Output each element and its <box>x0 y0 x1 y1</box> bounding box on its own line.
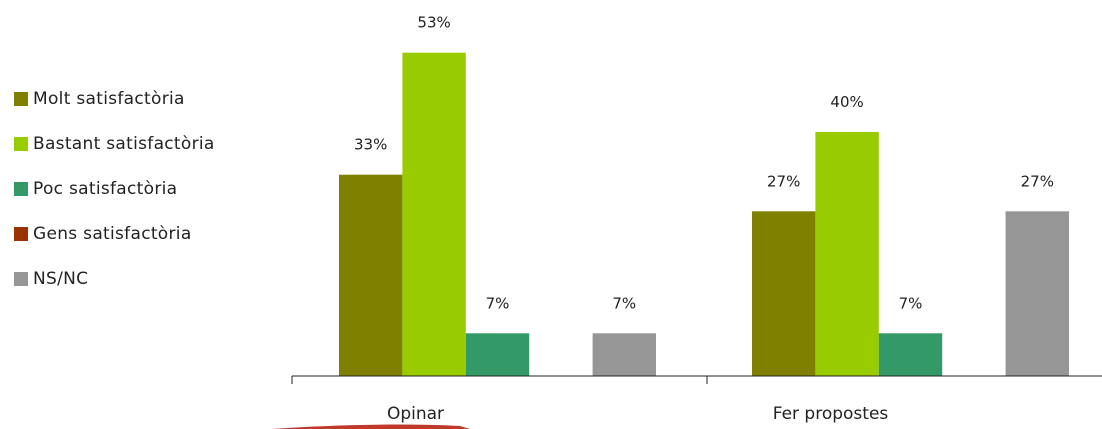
bar-opinar-bastant-satisfactoria <box>402 52 466 376</box>
data-label-fer-propostes-ns-nc: 27% <box>1021 172 1054 190</box>
legend-label: Bastant satisfactòria <box>33 133 215 154</box>
data-label-opinar-molt-satisfactoria: 33% <box>354 136 387 154</box>
bar-fer-propostes-bastant-satisfactoria <box>815 132 879 376</box>
x-axis: Opinar Fer propostes <box>291 375 1102 424</box>
decorative-red-shape <box>272 424 470 429</box>
bar-fer-propostes-ns-nc <box>1005 211 1069 376</box>
chart-legend: Molt satisfactòria Bastant satisfactòria P… <box>14 76 215 301</box>
bar-fer-propostes-molt-satisfactoria <box>752 211 816 376</box>
data-label-fer-propostes-molt-satisfactoria: 27% <box>767 172 800 190</box>
legend-item-poc-satisfactoria: Poc satisfactòria <box>14 166 215 211</box>
x-tick-label-opinar: Opinar <box>387 404 444 424</box>
data-label-fer-propostes-bastant-satisfactoria: 40% <box>830 93 863 111</box>
legend-label: NS/NC <box>33 268 89 289</box>
legend-swatch <box>14 136 28 151</box>
bar-opinar-poc-satisfactoria <box>465 333 530 376</box>
legend-item-gens-satisfactoria: Gens satisfactòria <box>14 211 215 256</box>
x-tick-label-fer-propostes: Fer propostes <box>773 404 889 424</box>
bars-group: 33% 53% 7% 7% 27% 40% 7% 27% <box>339 14 1069 376</box>
data-label-fer-propostes-poc-satisfactoria: 7% <box>899 294 923 312</box>
bar-fer-propostes-poc-satisfactoria <box>878 333 943 376</box>
legend-item-molt-satisfactoria: Molt satisfactòria <box>14 76 215 121</box>
legend-label: Poc satisfactòria <box>33 178 178 199</box>
legend-label: Molt satisfactòria <box>33 88 185 109</box>
data-label-opinar-ns-nc: 7% <box>612 294 636 312</box>
legend-swatch <box>14 271 28 286</box>
data-label-opinar-poc-satisfactoria: 7% <box>486 294 510 312</box>
legend-item-bastant-satisfactoria: Bastant satisfactòria <box>14 121 215 166</box>
legend-label: Gens satisfactòria <box>33 223 192 244</box>
legend-swatch <box>14 226 28 241</box>
bar-opinar-molt-satisfactoria <box>339 174 403 376</box>
bar-opinar-ns-nc <box>592 333 656 376</box>
legend-swatch <box>14 181 28 196</box>
data-label-opinar-bastant-satisfactoria: 53% <box>417 14 450 32</box>
legend-item-ns-nc: NS/NC <box>14 256 215 301</box>
legend-swatch <box>14 91 28 106</box>
